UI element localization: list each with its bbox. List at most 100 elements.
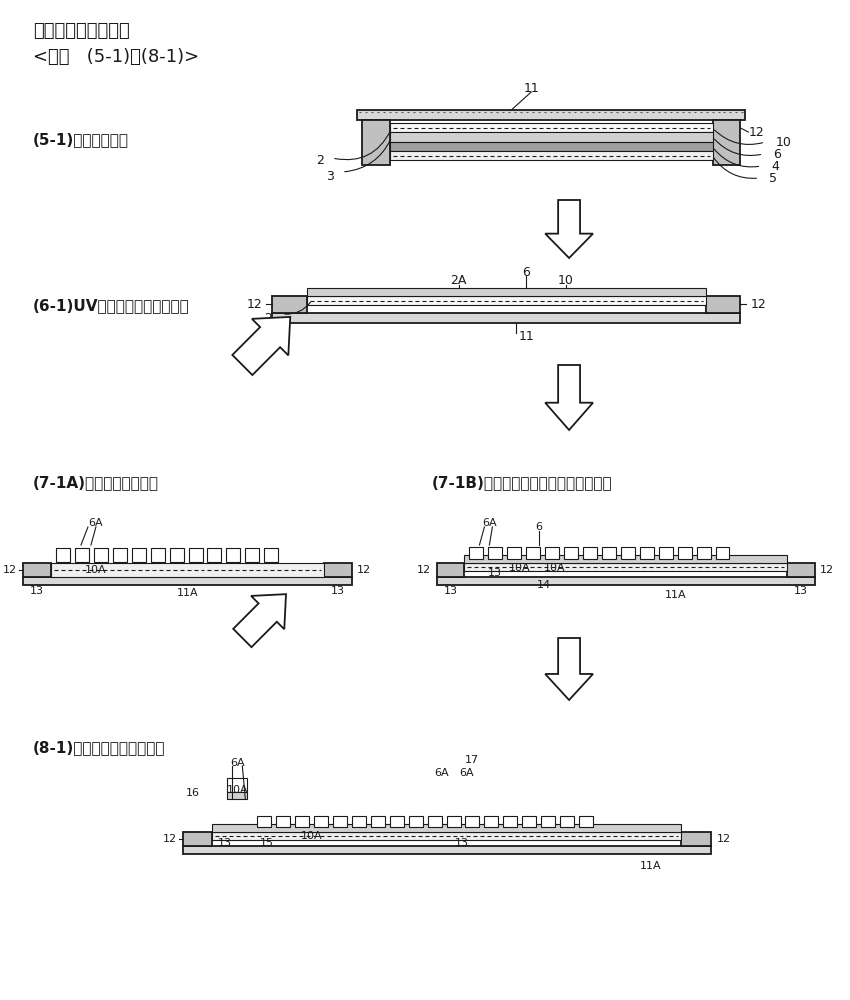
- Bar: [272, 313, 740, 323]
- Text: 14: 14: [537, 580, 552, 590]
- Bar: [170, 548, 184, 562]
- Bar: [357, 110, 745, 120]
- Text: 6A: 6A: [482, 518, 496, 528]
- Bar: [484, 816, 498, 827]
- Bar: [507, 547, 521, 559]
- Text: (5-1)转印至拾取带: (5-1)转印至拾取带: [33, 132, 129, 147]
- Text: 2A: 2A: [450, 274, 467, 288]
- Bar: [466, 816, 479, 827]
- Bar: [560, 816, 574, 827]
- Bar: [150, 548, 165, 562]
- Text: 6A: 6A: [88, 518, 103, 528]
- Bar: [437, 577, 815, 585]
- Bar: [541, 816, 555, 827]
- Bar: [583, 547, 597, 559]
- Text: (8-1)拾取附有粘接剂的芯片: (8-1)拾取附有粘接剂的芯片: [33, 740, 166, 755]
- Bar: [314, 816, 328, 827]
- Text: 2: 2: [264, 312, 272, 324]
- Bar: [212, 832, 681, 840]
- Bar: [640, 547, 654, 559]
- Text: 10A: 10A: [85, 565, 107, 575]
- Text: 12: 12: [357, 565, 371, 575]
- Bar: [228, 778, 247, 792]
- Bar: [464, 555, 787, 563]
- Bar: [94, 548, 108, 562]
- Bar: [246, 548, 259, 562]
- Text: 16: 16: [185, 788, 200, 798]
- Bar: [697, 547, 711, 559]
- Bar: [295, 816, 309, 827]
- Bar: [428, 816, 442, 827]
- Bar: [183, 832, 212, 846]
- Bar: [23, 563, 51, 577]
- Bar: [390, 151, 712, 160]
- Bar: [390, 816, 404, 827]
- Text: 3: 3: [326, 169, 334, 182]
- Text: 10: 10: [775, 135, 791, 148]
- Bar: [712, 120, 740, 165]
- Bar: [324, 563, 352, 577]
- Text: 6A: 6A: [459, 768, 473, 778]
- Text: 10A: 10A: [508, 563, 530, 573]
- Bar: [409, 816, 422, 827]
- Text: 12: 12: [416, 565, 431, 575]
- Bar: [352, 816, 366, 827]
- Text: 5: 5: [769, 172, 777, 184]
- Text: 13: 13: [331, 586, 345, 596]
- Bar: [787, 563, 815, 577]
- Text: 12: 12: [717, 834, 731, 844]
- Bar: [469, 547, 484, 559]
- Bar: [371, 816, 385, 827]
- Bar: [183, 846, 711, 854]
- Bar: [113, 548, 127, 562]
- Text: 12: 12: [751, 298, 766, 310]
- Text: 11A: 11A: [640, 861, 661, 871]
- Text: 17: 17: [464, 755, 479, 765]
- Text: 转印至拾取带的情况: 转印至拾取带的情况: [33, 22, 130, 40]
- Text: 12: 12: [246, 298, 263, 310]
- Text: 13: 13: [218, 838, 231, 848]
- Text: 13: 13: [487, 568, 501, 578]
- Bar: [212, 824, 681, 832]
- Bar: [226, 548, 241, 562]
- Text: 13: 13: [30, 586, 44, 596]
- Bar: [56, 548, 70, 562]
- Text: 12: 12: [162, 834, 177, 844]
- Bar: [390, 142, 712, 151]
- Text: 11A: 11A: [665, 590, 687, 600]
- Bar: [272, 296, 307, 313]
- Bar: [526, 547, 541, 559]
- Bar: [23, 577, 352, 585]
- Text: 10A: 10A: [301, 831, 323, 841]
- Bar: [362, 120, 390, 165]
- Bar: [258, 816, 271, 827]
- Polygon shape: [545, 638, 593, 700]
- Text: <工艺   (5-1)～(8-1)>: <工艺 (5-1)～(8-1)>: [33, 48, 199, 66]
- Text: 10A: 10A: [543, 563, 565, 573]
- Bar: [706, 296, 740, 313]
- Polygon shape: [545, 200, 593, 258]
- Bar: [189, 548, 202, 562]
- Text: 15: 15: [260, 838, 275, 848]
- Bar: [132, 548, 145, 562]
- Bar: [564, 547, 578, 559]
- Text: 11: 11: [524, 82, 539, 95]
- Bar: [602, 547, 616, 559]
- Polygon shape: [545, 365, 593, 430]
- Text: 6: 6: [522, 265, 530, 278]
- Bar: [307, 296, 706, 305]
- Bar: [545, 547, 559, 559]
- Bar: [276, 816, 290, 827]
- Bar: [207, 548, 222, 562]
- Text: 6A: 6A: [434, 768, 449, 778]
- Text: 6: 6: [774, 147, 781, 160]
- Bar: [677, 547, 692, 559]
- Text: 11: 11: [518, 330, 534, 344]
- Text: 13: 13: [455, 838, 468, 848]
- Text: 12: 12: [820, 565, 834, 575]
- Bar: [307, 288, 706, 296]
- Bar: [264, 548, 278, 562]
- Bar: [437, 563, 464, 577]
- Text: 2: 2: [316, 153, 324, 166]
- Bar: [620, 547, 635, 559]
